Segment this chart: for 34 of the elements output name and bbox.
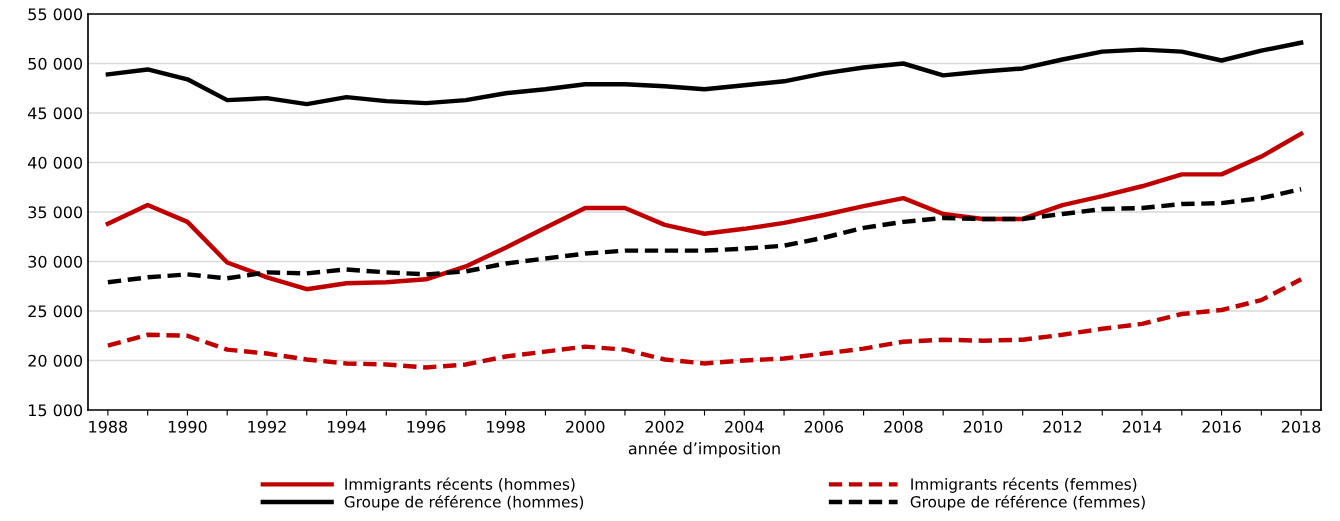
line-series — [105, 277, 1304, 370]
x-tick-label: 2012 — [1043, 420, 1082, 433]
x-tick-label: 2008 — [884, 420, 923, 433]
y-tick-label: 20 000 — [28, 354, 83, 367]
x-tick-label: 1990 — [168, 420, 207, 433]
y-tick-label: 45 000 — [28, 107, 83, 120]
line-series — [105, 187, 1304, 285]
x-tick-label: 2010 — [963, 420, 1003, 433]
x-tick-label: 2002 — [645, 420, 684, 433]
y-tick-label: 50 000 — [28, 57, 83, 70]
x-tick-label: 2000 — [566, 420, 605, 433]
x-tick-label: 2018 — [1281, 420, 1321, 433]
x-tick-label: 2006 — [804, 420, 844, 433]
x-axis-title: année d’imposition — [628, 441, 780, 458]
legend-label: Immigrants récents (hommes) — [345, 477, 575, 493]
x-tick-label: 2004 — [725, 420, 764, 433]
y-tick-label: 30 000 — [28, 255, 83, 268]
legend-label: Immigrants récents (femmes) — [911, 477, 1137, 493]
y-tick-label: 40 000 — [28, 156, 83, 169]
y-tick-label: 15 000 — [29, 404, 83, 417]
x-tick-label: 1996 — [407, 420, 446, 433]
x-tick-label: 2016 — [1202, 420, 1241, 433]
x-tick-label: 1992 — [248, 420, 286, 433]
line-series — [105, 40, 1304, 107]
x-tick-label: 1994 — [327, 420, 366, 433]
legend-label: Groupe de référence (hommes) — [344, 495, 584, 511]
line-series — [105, 131, 1304, 292]
x-tick-label: 2014 — [1122, 420, 1162, 433]
y-tick-label: 55 000 — [28, 8, 83, 21]
x-tick-label: 1988 — [89, 420, 128, 433]
y-tick-label: 25 000 — [28, 305, 83, 318]
y-tick-label: 35 000 — [28, 206, 83, 219]
legend-label: Groupe de référence (femmes) — [910, 495, 1145, 511]
x-tick-label: 1998 — [487, 420, 525, 433]
